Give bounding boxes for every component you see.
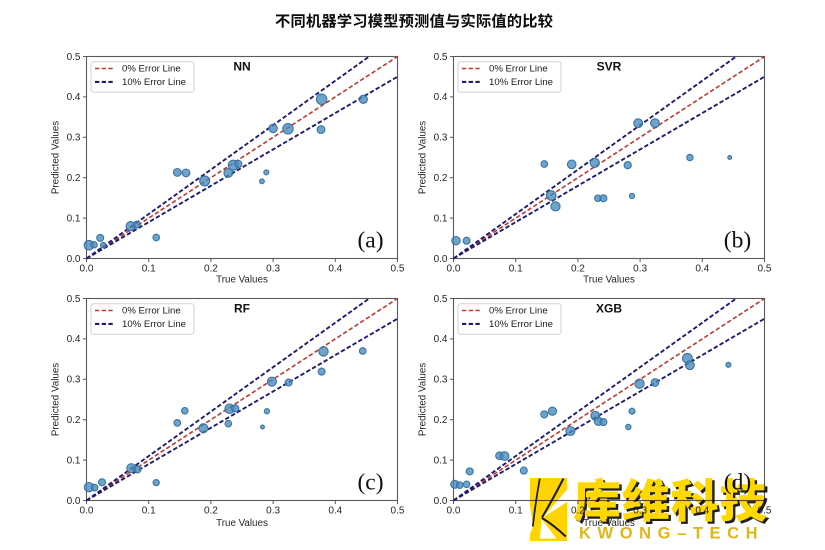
svg-text:0.1: 0.1 bbox=[509, 264, 523, 275]
svg-text:0.3: 0.3 bbox=[633, 264, 647, 275]
svg-text:10% Error Line: 10% Error Line bbox=[489, 77, 553, 88]
svg-text:0.4: 0.4 bbox=[695, 264, 709, 275]
svg-text:0.1: 0.1 bbox=[67, 213, 81, 224]
svg-text:0.1: 0.1 bbox=[142, 506, 156, 517]
svg-text:0.0: 0.0 bbox=[447, 264, 461, 275]
svg-text:10% Error Line: 10% Error Line bbox=[122, 319, 186, 330]
svg-text:0.5: 0.5 bbox=[434, 294, 448, 305]
svg-text:0.3: 0.3 bbox=[266, 506, 280, 517]
svg-text:NN: NN bbox=[233, 59, 250, 73]
svg-text:0.1: 0.1 bbox=[67, 455, 81, 466]
svg-text:0.3: 0.3 bbox=[434, 133, 448, 144]
svg-text:0.3: 0.3 bbox=[67, 133, 81, 144]
svg-text:KWONG–TECH: KWONG–TECH bbox=[579, 525, 764, 543]
svg-text:XGB: XGB bbox=[596, 301, 622, 315]
svg-text:(a): (a) bbox=[357, 228, 383, 254]
svg-text:(c): (c) bbox=[357, 470, 383, 496]
svg-text:0.0: 0.0 bbox=[67, 496, 81, 507]
svg-text:0% Error Line: 0% Error Line bbox=[122, 306, 181, 317]
svg-text:True Values: True Values bbox=[216, 274, 268, 285]
svg-text:0.4: 0.4 bbox=[434, 92, 448, 103]
svg-text:True Values: True Values bbox=[583, 274, 635, 285]
svg-text:0.0: 0.0 bbox=[80, 506, 94, 517]
svg-text:0.5: 0.5 bbox=[758, 264, 772, 275]
svg-text:0% Error Line: 0% Error Line bbox=[489, 64, 548, 75]
svg-text:Predicted Values: Predicted Values bbox=[51, 121, 62, 194]
svg-text:0.5: 0.5 bbox=[67, 52, 81, 63]
svg-text:0.0: 0.0 bbox=[447, 506, 461, 517]
svg-text:0.4: 0.4 bbox=[67, 334, 81, 345]
svg-text:SVR: SVR bbox=[597, 59, 622, 73]
svg-text:0.3: 0.3 bbox=[266, 264, 280, 275]
svg-text:True Values: True Values bbox=[216, 518, 268, 529]
svg-text:0.1: 0.1 bbox=[434, 213, 448, 224]
svg-text:0.2: 0.2 bbox=[67, 415, 81, 426]
svg-text:0.5: 0.5 bbox=[67, 294, 81, 305]
svg-text:Predicted Values: Predicted Values bbox=[418, 121, 429, 194]
svg-text:(b): (b) bbox=[724, 228, 751, 254]
svg-text:0.2: 0.2 bbox=[204, 506, 218, 517]
svg-text:0.4: 0.4 bbox=[328, 264, 342, 275]
svg-text:0.2: 0.2 bbox=[434, 415, 448, 426]
svg-text:0.1: 0.1 bbox=[434, 455, 448, 466]
svg-text:0.4: 0.4 bbox=[67, 92, 81, 103]
svg-text:0.4: 0.4 bbox=[434, 334, 448, 345]
svg-text:0.0: 0.0 bbox=[67, 254, 81, 265]
svg-text:0.2: 0.2 bbox=[571, 264, 585, 275]
svg-text:0.5: 0.5 bbox=[391, 506, 405, 517]
svg-text:0.5: 0.5 bbox=[434, 52, 448, 63]
svg-text:0.2: 0.2 bbox=[67, 173, 81, 184]
svg-text:0.0: 0.0 bbox=[434, 496, 448, 507]
svg-text:Predicted Values: Predicted Values bbox=[51, 363, 62, 436]
svg-text:10% Error Line: 10% Error Line bbox=[489, 319, 553, 330]
svg-text:10% Error Line: 10% Error Line bbox=[122, 77, 186, 88]
svg-text:0.1: 0.1 bbox=[509, 506, 523, 517]
svg-text:0.2: 0.2 bbox=[204, 264, 218, 275]
svg-text:0.3: 0.3 bbox=[434, 375, 448, 386]
svg-text:0.0: 0.0 bbox=[80, 264, 94, 275]
svg-text:0% Error Line: 0% Error Line bbox=[489, 306, 548, 317]
svg-text:0.2: 0.2 bbox=[434, 173, 448, 184]
svg-text:Predicted Values: Predicted Values bbox=[418, 363, 429, 436]
svg-text:0% Error Line: 0% Error Line bbox=[122, 64, 181, 75]
svg-text:0.3: 0.3 bbox=[67, 375, 81, 386]
svg-text:0.1: 0.1 bbox=[142, 264, 156, 275]
svg-text:0.0: 0.0 bbox=[434, 254, 448, 265]
svg-text:RF: RF bbox=[234, 301, 250, 315]
svg-text:0.5: 0.5 bbox=[391, 264, 405, 275]
svg-text:0.4: 0.4 bbox=[328, 506, 342, 517]
svg-text:0.5: 0.5 bbox=[758, 506, 772, 517]
